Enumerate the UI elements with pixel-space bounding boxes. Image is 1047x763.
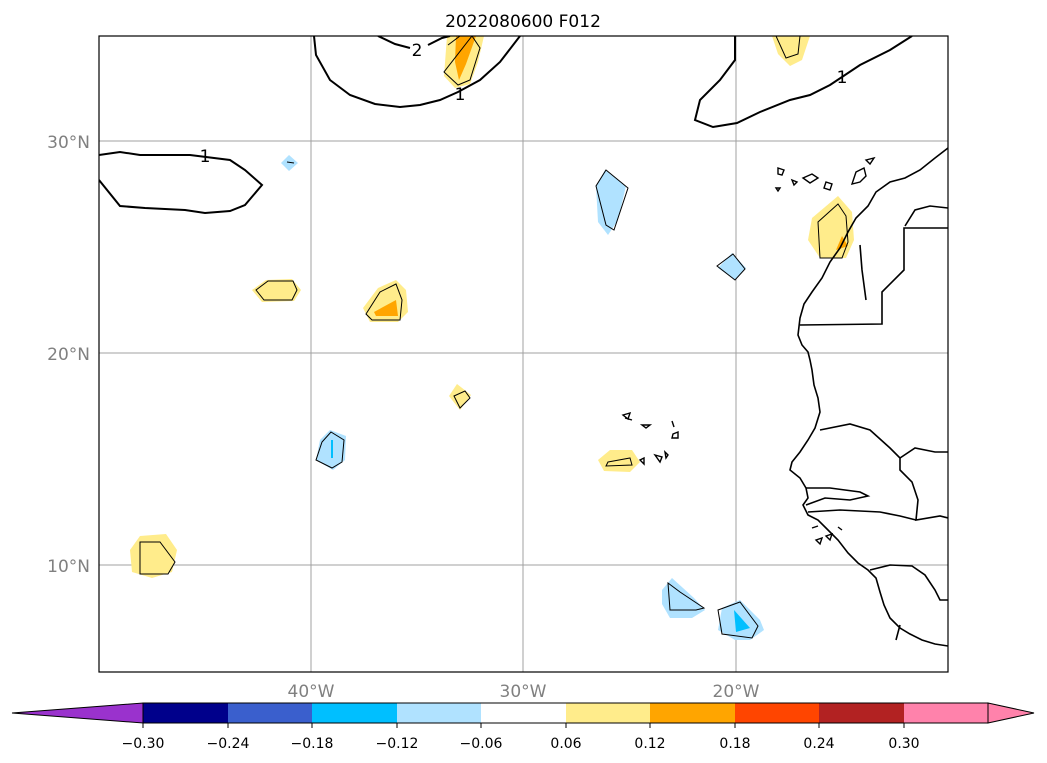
map-frame bbox=[98, 35, 949, 673]
colorbar-segment bbox=[481, 703, 566, 723]
colorbar-segment bbox=[650, 703, 735, 723]
colorbar-segment bbox=[566, 703, 650, 723]
colorbar-segment bbox=[143, 703, 228, 723]
colorbar-segment bbox=[312, 703, 397, 723]
map-area: 1 2 1 1 bbox=[99, 36, 948, 672]
colorbar-segment bbox=[819, 703, 904, 723]
lon-label: 20°W bbox=[713, 682, 760, 702]
colorbar-tick-label: −0.18 bbox=[291, 736, 334, 752]
gridlines bbox=[99, 36, 948, 672]
contour-label: 2 bbox=[412, 41, 423, 61]
colorbar-tick-label: −0.12 bbox=[376, 736, 419, 752]
map-title: 2022080600 F012 bbox=[445, 12, 601, 32]
thick-contours bbox=[99, 36, 913, 215]
colorbar: −0.30 −0.24 −0.18 −0.12 −0.06 0.06 0.12 … bbox=[11, 702, 1035, 752]
colorbar-tick-label: −0.06 bbox=[460, 736, 503, 752]
colorbar-tick-label: 0.18 bbox=[719, 736, 750, 752]
colorbar-tick-label: 0.12 bbox=[634, 736, 665, 752]
lat-label: 20°N bbox=[47, 345, 90, 365]
contour-label: 1 bbox=[200, 147, 211, 167]
colorbar-tick-label: 0.06 bbox=[550, 736, 581, 752]
colorbar-extend-right bbox=[987, 702, 1035, 724]
lat-label: 10°N bbox=[47, 557, 90, 577]
shading-patches bbox=[130, 36, 854, 640]
colorbar-extend-left bbox=[11, 702, 144, 724]
colorbar-tick-label: −0.24 bbox=[207, 736, 250, 752]
contour-label: 1 bbox=[455, 85, 466, 105]
colorbar-tick-label: −0.30 bbox=[122, 736, 165, 752]
colorbar-segment bbox=[904, 703, 988, 723]
thin-contours bbox=[139, 36, 849, 639]
colorbar-segment bbox=[397, 703, 481, 723]
lat-label: 30°N bbox=[47, 133, 90, 153]
colorbar-tick-label: 0.30 bbox=[888, 736, 919, 752]
lon-label: 40°W bbox=[288, 682, 335, 702]
colorbar-segment bbox=[735, 703, 819, 723]
islands bbox=[621, 156, 876, 546]
colorbar-ticks bbox=[142, 723, 905, 728]
colorbar-tick-label: 0.24 bbox=[803, 736, 834, 752]
lon-label: 30°W bbox=[500, 682, 547, 702]
contour-label: 1 bbox=[837, 68, 848, 88]
colorbar-segment bbox=[228, 703, 312, 723]
coastlines bbox=[789, 147, 948, 647]
